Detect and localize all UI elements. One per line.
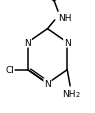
- Text: N: N: [44, 79, 51, 88]
- Text: 2: 2: [76, 91, 80, 97]
- Text: NH: NH: [62, 89, 76, 98]
- Text: N: N: [24, 39, 31, 47]
- Text: N: N: [64, 39, 71, 47]
- Text: NH: NH: [58, 14, 71, 22]
- Text: Cl: Cl: [5, 66, 14, 74]
